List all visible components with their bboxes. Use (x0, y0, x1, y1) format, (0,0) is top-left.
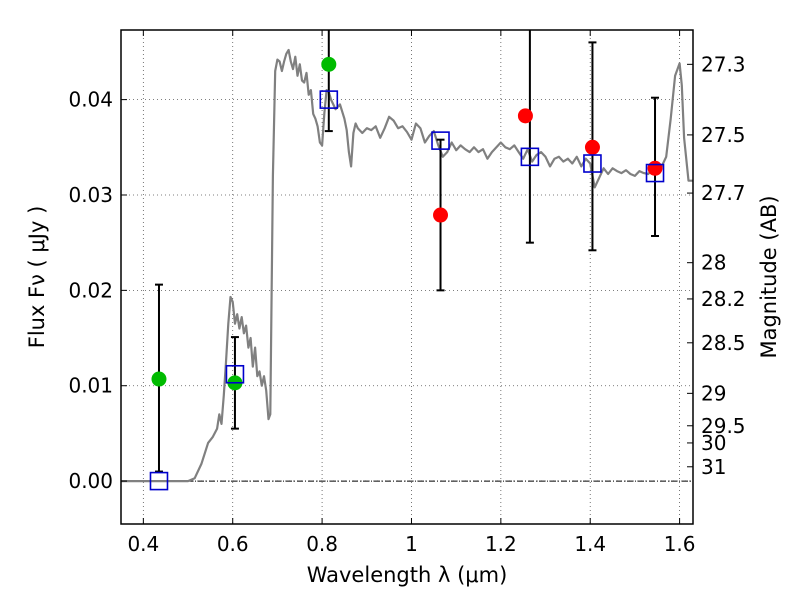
data-point-circle (584, 139, 600, 155)
right-tick-label: 29.5 (701, 414, 746, 438)
right-tick-label: 27.7 (701, 181, 746, 205)
marker-layer (149, 56, 665, 491)
data-point-square (645, 163, 665, 183)
x-tick-label: 1.4 (574, 532, 606, 556)
data-point-square (431, 131, 450, 150)
data-point-circle (517, 108, 533, 124)
x-tick-label: 0.4 (127, 532, 159, 556)
right-tick-label: 31 (701, 455, 726, 479)
x-tick-label: 1 (405, 532, 418, 556)
right-tick-label: 28 (701, 251, 726, 275)
tick-label-layer: 0.4 0.6 0.8 1 1.2 1.4 1.6 0.00 0.01 0.02 0.03 0.04 2… (68, 52, 745, 556)
y-tick-label: 0.01 (68, 374, 113, 398)
data-point-circle (433, 207, 449, 223)
right-tick-label: 27.3 (701, 52, 746, 76)
data-point-square (319, 90, 339, 109)
error-bar-layer (154, 30, 660, 473)
data-point-circle (647, 160, 663, 176)
y-tick-label: 0.03 (68, 183, 113, 207)
y-tick-label: 0.00 (68, 469, 113, 493)
data-point-square (583, 154, 602, 173)
tick-layer (121, 30, 693, 524)
x-tick-label: 1.2 (485, 532, 517, 556)
x-tick-label: 0.8 (306, 532, 338, 556)
right-tick-label: 27.5 (701, 123, 746, 147)
x-tick-label: 0.6 (217, 532, 249, 556)
y-tick-label: 0.04 (68, 88, 113, 112)
y-tick-label: 0.02 (68, 278, 113, 302)
data-point-square (149, 471, 169, 491)
spectrum-line (121, 48, 693, 483)
right-tick-label: 30 (701, 431, 726, 455)
right-tick-label: 28.2 (701, 287, 746, 311)
data-point-square (520, 147, 540, 167)
right-tick-label: 28.5 (701, 331, 746, 355)
x-axis-label: Wavelength λ (μm) (307, 563, 508, 587)
data-point-square (225, 364, 245, 384)
data-point-circle (321, 56, 337, 72)
right-tick-label: 29 (701, 381, 726, 405)
spectrum-line-layer (121, 48, 693, 483)
data-point-circle (151, 371, 167, 387)
plot-frame (120, 29, 694, 525)
right-axis-label: Magnitude (AB) (757, 195, 781, 358)
y-axis-label: Flux Fν ( μJy ) (25, 206, 49, 349)
x-tick-label: 1.6 (664, 532, 696, 556)
